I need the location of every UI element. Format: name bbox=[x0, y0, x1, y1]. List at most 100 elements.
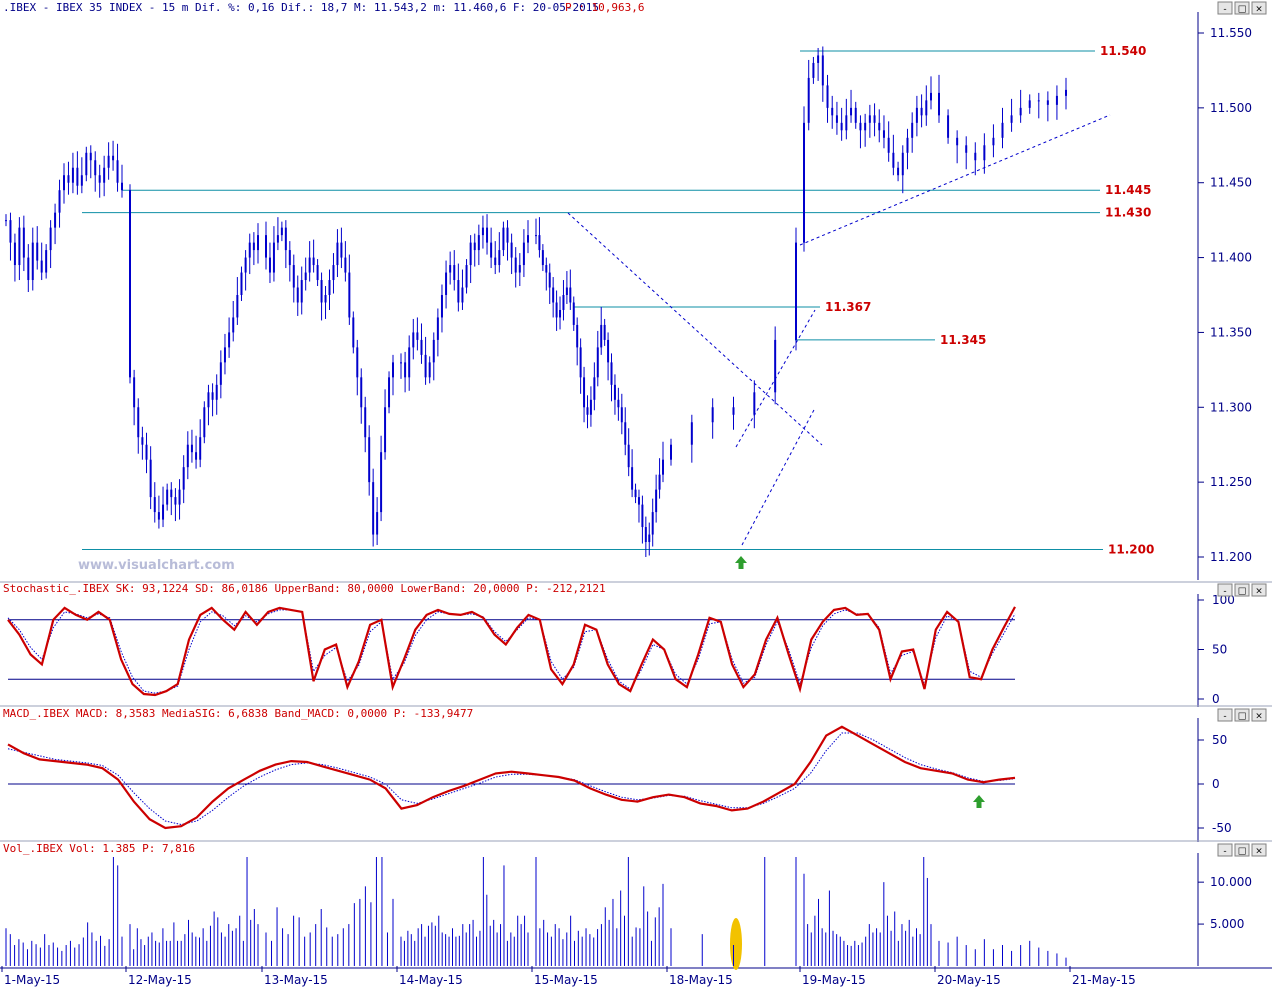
candle-body bbox=[624, 422, 627, 445]
candle-body bbox=[548, 272, 551, 288]
candle-body bbox=[45, 250, 48, 273]
candle-body bbox=[13, 242, 16, 266]
candle-body bbox=[586, 407, 589, 415]
candle-body bbox=[1046, 100, 1049, 105]
candle-body bbox=[510, 242, 513, 258]
candle-body bbox=[121, 182, 123, 191]
candle-body bbox=[89, 152, 92, 161]
window-button-label: × bbox=[1255, 847, 1263, 857]
candle-body bbox=[186, 444, 189, 468]
candle-body bbox=[141, 437, 144, 445]
x-tick-label: 12-May-15 bbox=[128, 973, 192, 987]
macd-signal-line bbox=[7, 732, 1016, 826]
window-button-label: □ bbox=[1238, 712, 1247, 722]
macd-y-tick: 50 bbox=[1212, 733, 1227, 747]
chart-frames bbox=[0, 12, 1272, 972]
trend-line bbox=[567, 212, 823, 446]
candle-body bbox=[887, 137, 890, 153]
candle-body bbox=[424, 354, 427, 378]
up-arrow-icon bbox=[973, 795, 985, 808]
candle-body bbox=[22, 227, 25, 258]
macd-line bbox=[7, 725, 1016, 830]
candle-body bbox=[190, 444, 193, 453]
candle-body bbox=[324, 295, 327, 303]
candle-body bbox=[199, 437, 202, 460]
candle-body bbox=[545, 265, 548, 273]
candle-body bbox=[854, 107, 857, 123]
candle-body bbox=[336, 242, 339, 266]
candle-body bbox=[404, 362, 407, 378]
candle-body bbox=[1028, 100, 1031, 108]
window-button-label: - bbox=[1223, 587, 1226, 597]
volume-y-tick: 5.000 bbox=[1210, 917, 1244, 931]
candle-body bbox=[80, 175, 83, 186]
candle-body bbox=[641, 504, 644, 528]
candle-body bbox=[920, 107, 923, 116]
x-tick-label: 14-May-15 bbox=[399, 973, 463, 987]
x-tick-label: 15-May-15 bbox=[534, 973, 598, 987]
candle-body bbox=[637, 497, 640, 505]
stochastic-y-tick: 0 bbox=[1212, 692, 1220, 706]
candle-body bbox=[873, 115, 876, 123]
candle-body bbox=[711, 407, 714, 423]
window-button bbox=[1251, 583, 1267, 597]
candle-body bbox=[562, 295, 565, 310]
price-panel-header-p: P : 10,963,6 bbox=[565, 1, 644, 14]
candle-body bbox=[316, 265, 319, 281]
candle-body bbox=[31, 242, 34, 281]
candle-body bbox=[312, 257, 315, 266]
candle-body bbox=[364, 407, 367, 438]
candle-body bbox=[166, 489, 169, 505]
candle-body bbox=[473, 242, 476, 251]
candle-body bbox=[453, 265, 456, 281]
candle-body bbox=[288, 250, 291, 266]
level-label: 11.430 bbox=[1105, 206, 1151, 220]
candle-body bbox=[490, 242, 493, 258]
candle-body bbox=[1055, 95, 1058, 105]
x-tick-label: 18-May-15 bbox=[669, 973, 733, 987]
candle-body bbox=[432, 339, 435, 363]
stochastic-panel bbox=[7, 606, 1016, 697]
candle-body bbox=[864, 122, 867, 131]
candle-body bbox=[983, 145, 986, 161]
candle-body bbox=[670, 444, 672, 460]
candle-body bbox=[145, 444, 148, 460]
candle-body bbox=[352, 317, 355, 348]
candle-body bbox=[207, 392, 210, 408]
candle-body bbox=[356, 347, 359, 378]
candle-body bbox=[576, 324, 579, 348]
candle-body bbox=[340, 242, 343, 258]
candle-body bbox=[753, 392, 756, 415]
candle-body bbox=[332, 265, 335, 281]
candle-body bbox=[219, 362, 222, 385]
candle-body bbox=[826, 85, 829, 108]
window-button bbox=[1234, 843, 1250, 857]
candle-body bbox=[149, 459, 152, 498]
candle-body bbox=[40, 260, 43, 273]
candle-body bbox=[506, 227, 509, 243]
candle-body bbox=[651, 512, 654, 535]
support-resistance-levels bbox=[82, 50, 1111, 569]
candle-body bbox=[388, 377, 391, 408]
candle-body bbox=[284, 227, 287, 251]
candle-body bbox=[94, 160, 97, 176]
candle-body bbox=[1037, 100, 1040, 102]
candle-body bbox=[300, 280, 303, 303]
price-y-tick: 11.500 bbox=[1210, 101, 1252, 115]
x-tick-label: 19-May-15 bbox=[802, 973, 866, 987]
candle-body bbox=[859, 122, 862, 131]
candle-body bbox=[153, 497, 156, 513]
candle-body bbox=[774, 339, 777, 393]
candle-body bbox=[481, 227, 484, 236]
candle-body bbox=[925, 100, 928, 116]
candle-body bbox=[252, 242, 255, 251]
candle-body bbox=[436, 317, 439, 340]
window-button-label: □ bbox=[1238, 5, 1247, 15]
candle-body bbox=[494, 257, 497, 266]
window-button bbox=[1217, 843, 1233, 857]
candle-body bbox=[572, 302, 575, 325]
candle-body bbox=[465, 265, 468, 288]
candle-body bbox=[236, 295, 239, 318]
trend-line bbox=[741, 407, 816, 546]
